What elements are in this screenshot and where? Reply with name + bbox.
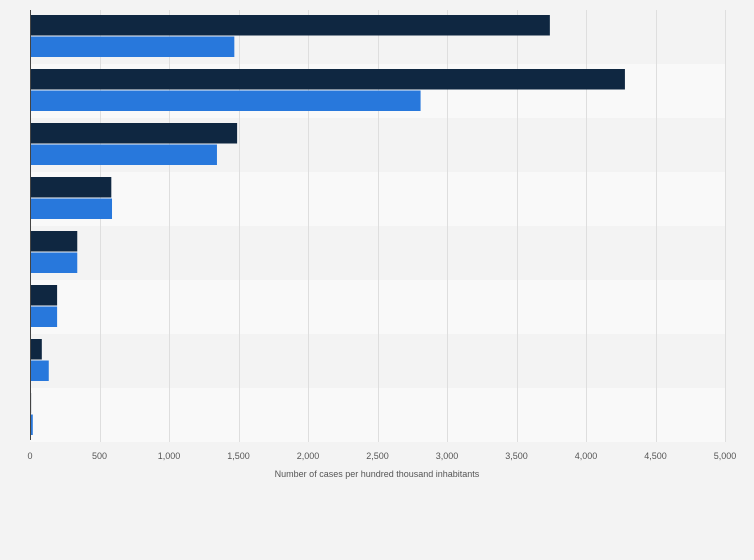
bar bbox=[30, 360, 49, 381]
x-tick-label: 4,000 bbox=[575, 451, 598, 461]
row-bands bbox=[30, 10, 725, 442]
bar bbox=[30, 252, 78, 273]
row-band bbox=[30, 334, 725, 388]
row-band bbox=[30, 226, 725, 280]
x-tick-label: 2,500 bbox=[366, 451, 389, 461]
bar bbox=[30, 144, 217, 165]
bar bbox=[30, 36, 235, 57]
bar bbox=[30, 123, 238, 144]
bar bbox=[30, 285, 58, 306]
bar bbox=[30, 231, 78, 252]
x-axis-title: Number of cases per hundred thousand inh… bbox=[275, 469, 480, 479]
x-tick-labels: 0 500 1,000 1,500 2,000 2,500 3,000 3,500 4,000 4… bbox=[27, 451, 736, 461]
row-band bbox=[30, 172, 725, 226]
bar bbox=[30, 69, 625, 90]
bar bbox=[30, 15, 550, 36]
bar bbox=[30, 306, 58, 327]
x-tick-label: 3,000 bbox=[436, 451, 459, 461]
x-tick-label: 0 bbox=[27, 451, 32, 461]
bar bbox=[30, 198, 113, 219]
row-band bbox=[30, 388, 725, 442]
bar bbox=[30, 177, 112, 198]
x-tick-label: 500 bbox=[92, 451, 107, 461]
bar bbox=[30, 414, 33, 435]
bars bbox=[30, 15, 625, 435]
bar bbox=[30, 90, 421, 111]
x-tick-label: 2,000 bbox=[297, 451, 320, 461]
bar bbox=[30, 339, 42, 360]
x-tick-label: 1,000 bbox=[158, 451, 181, 461]
x-tick-label: 3,500 bbox=[505, 451, 528, 461]
x-tick-label: 5,000 bbox=[714, 451, 737, 461]
row-band bbox=[30, 280, 725, 334]
x-tick-label: 4,500 bbox=[644, 451, 667, 461]
x-tick-label: 1,500 bbox=[227, 451, 250, 461]
